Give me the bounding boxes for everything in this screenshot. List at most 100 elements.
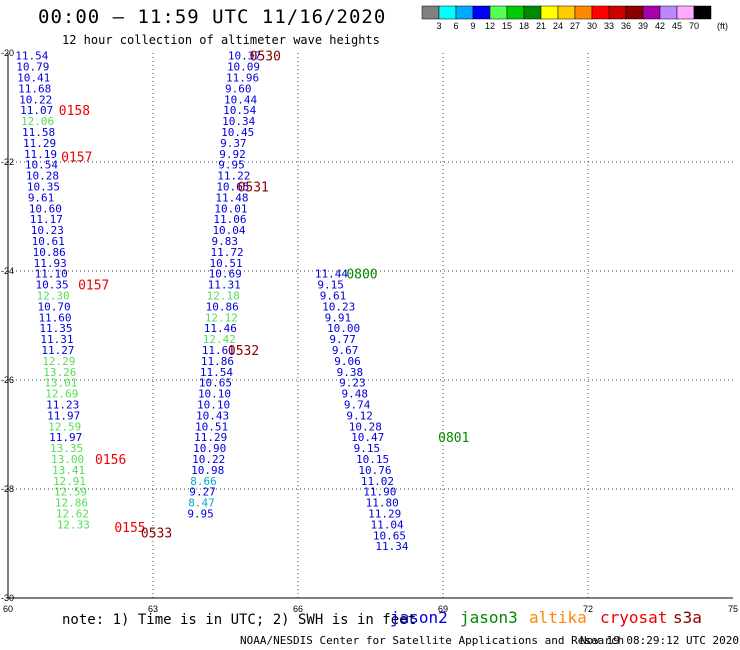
wave-height-label: 10.65 xyxy=(373,529,406,542)
wave-height-label: 9.83 xyxy=(211,235,238,248)
wave-height-label: 11.04 xyxy=(371,518,404,531)
wave-height-label: 10.23 xyxy=(31,224,64,237)
wave-height-label: 10.69 xyxy=(209,268,242,281)
wave-height-label: 11.54 xyxy=(200,366,233,379)
wave-height-label: 11.19 xyxy=(24,148,57,161)
wave-height-label: 10.60 xyxy=(29,202,62,215)
chart-subtitle: 12 hour collection of altimeter wave hei… xyxy=(62,33,380,47)
wave-height-label: 11.61 xyxy=(202,344,235,357)
wave-height-label: 10.51 xyxy=(210,257,243,270)
wave-height-label: 9.67 xyxy=(332,344,359,357)
wave-height-label: 10.98 xyxy=(191,464,224,477)
wave-height-label: 11.34 xyxy=(375,540,408,553)
colorbar-label: 3 xyxy=(436,21,441,31)
wave-height-label: 10.10 xyxy=(198,388,231,401)
wave-height-label: 10.47 xyxy=(351,431,384,444)
wave-height-label: 11.27 xyxy=(41,344,74,357)
wave-height-label: 8.66 xyxy=(190,475,217,488)
wave-height-label: 10.86 xyxy=(33,246,66,259)
pass-time-label: 0158 xyxy=(59,104,90,119)
legend-cryosat: cryosat xyxy=(600,608,668,627)
wave-height-plot: 60 63 66 69 72 75-20-22-24-26-28-3011.5410.79… xyxy=(1,48,738,614)
colorbar-label: 45 xyxy=(672,21,682,31)
colorbar-label: 39 xyxy=(638,21,648,31)
wave-height-label: 11.29 xyxy=(368,508,401,521)
colorbar-label: 30 xyxy=(587,21,597,31)
wave-height-label: 10.54 xyxy=(223,104,256,117)
wave-height-label: 11.97 xyxy=(47,409,80,422)
wave-height-label: 11.29 xyxy=(23,137,56,150)
wave-height-label: 13.26 xyxy=(43,366,76,379)
wave-height-label: 9.15 xyxy=(354,442,381,455)
wave-height-label: 9.12 xyxy=(346,409,373,422)
wave-height-label: 11.07 xyxy=(20,104,53,117)
wave-height-label: 10.86 xyxy=(206,300,239,313)
colorbar-label: 21 xyxy=(536,21,546,31)
wave-height-label: 9.23 xyxy=(339,377,366,390)
x-tick-label: 75 xyxy=(728,604,738,614)
wave-height-label: 13.41 xyxy=(52,464,85,477)
wave-height-label: 11.68 xyxy=(18,82,51,95)
wave-height-label: 10.76 xyxy=(358,464,391,477)
wave-height-label: 9.38 xyxy=(337,366,364,379)
wave-height-label: 10.65 xyxy=(199,377,232,390)
wave-height-label: 11.31 xyxy=(208,279,241,292)
wave-height-label: 11.31 xyxy=(40,333,73,346)
wave-height-label: 11.02 xyxy=(361,475,394,488)
wave-height-label: 11.44 xyxy=(315,268,348,281)
wave-height-label: 11.46 xyxy=(204,322,237,335)
wave-height-label: 12.12 xyxy=(205,311,238,324)
footer-note: note: 1) Time is in UTC; 2) SWH is in fe… xyxy=(62,612,417,628)
wave-height-label: 10.04 xyxy=(212,224,245,237)
wave-height-label: 10.43 xyxy=(196,409,229,422)
wave-height-label: 11.54 xyxy=(15,50,48,63)
colorbar-label: 33 xyxy=(604,21,614,31)
wave-height-label: 11.80 xyxy=(366,497,399,510)
wave-height-label: 12.69 xyxy=(45,388,78,401)
wave-height-label: 12.06 xyxy=(21,115,54,128)
wave-height-label: 11.35 xyxy=(39,322,72,335)
wave-height-label: 9.15 xyxy=(317,279,344,292)
colorbar-unit: (ft) xyxy=(717,21,728,31)
pass-time-label: 0533 xyxy=(141,527,172,542)
wave-height-label: 9.91 xyxy=(325,311,352,324)
legend-jason2: jason2 xyxy=(390,608,448,627)
colorbar-label: 12 xyxy=(485,21,495,31)
wave-height-label: 12.33 xyxy=(57,518,90,531)
pass-time-label: 0157 xyxy=(61,151,92,166)
x-tick-label: 72 xyxy=(583,604,593,614)
wave-height-label: 9.06 xyxy=(334,355,361,368)
wave-height-label: 12.30 xyxy=(37,290,70,303)
wave-height-label: 10.79 xyxy=(16,61,49,74)
wave-height-label: 10.45 xyxy=(221,126,254,139)
colorbar-legend: 3 6 9 12 15 18 21 24 27 30 33 36 39 42 45 70 (ft) xyxy=(421,5,728,31)
wave-height-label: 10.70 xyxy=(37,300,70,313)
wave-height-label: 9.95 xyxy=(187,508,214,521)
wave-height-label: 9.61 xyxy=(320,290,347,303)
colorbar-label: 9 xyxy=(470,21,475,31)
wave-height-label: 13.01 xyxy=(44,377,77,390)
wave-height-label: 11.97 xyxy=(49,431,82,444)
wave-height-label: 10.23 xyxy=(322,300,355,313)
wave-height-label: 10.01 xyxy=(214,202,247,215)
wave-height-label: 12.18 xyxy=(207,290,240,303)
wave-height-label: 9.27 xyxy=(189,486,216,499)
x-tick-label: 63 xyxy=(148,604,158,614)
legend-jason3: jason3 xyxy=(460,608,518,627)
x-tick-label: 69 xyxy=(438,604,448,614)
wave-height-label: 11.58 xyxy=(22,126,55,139)
wave-height-label: 12.91 xyxy=(53,475,86,488)
wave-height-label: 10.90 xyxy=(193,442,226,455)
y-tick-label: -20 xyxy=(1,48,14,58)
wave-height-label: 9.74 xyxy=(344,399,371,412)
colorbar-label: 6 xyxy=(453,21,458,31)
wave-height-label: 11.86 xyxy=(201,355,234,368)
colorbar-swatch xyxy=(693,5,712,20)
wave-height-label: 10.41 xyxy=(17,72,50,85)
x-tick-label: 66 xyxy=(293,604,303,614)
wave-height-label: 13.00 xyxy=(51,453,84,466)
chart-title: 00:00 – 11:59 UTC 11/16/2020 xyxy=(38,6,387,28)
wave-height-label: 10.22 xyxy=(19,93,52,106)
wave-height-label: 9.77 xyxy=(329,333,356,346)
colorbar-label: 42 xyxy=(655,21,665,31)
